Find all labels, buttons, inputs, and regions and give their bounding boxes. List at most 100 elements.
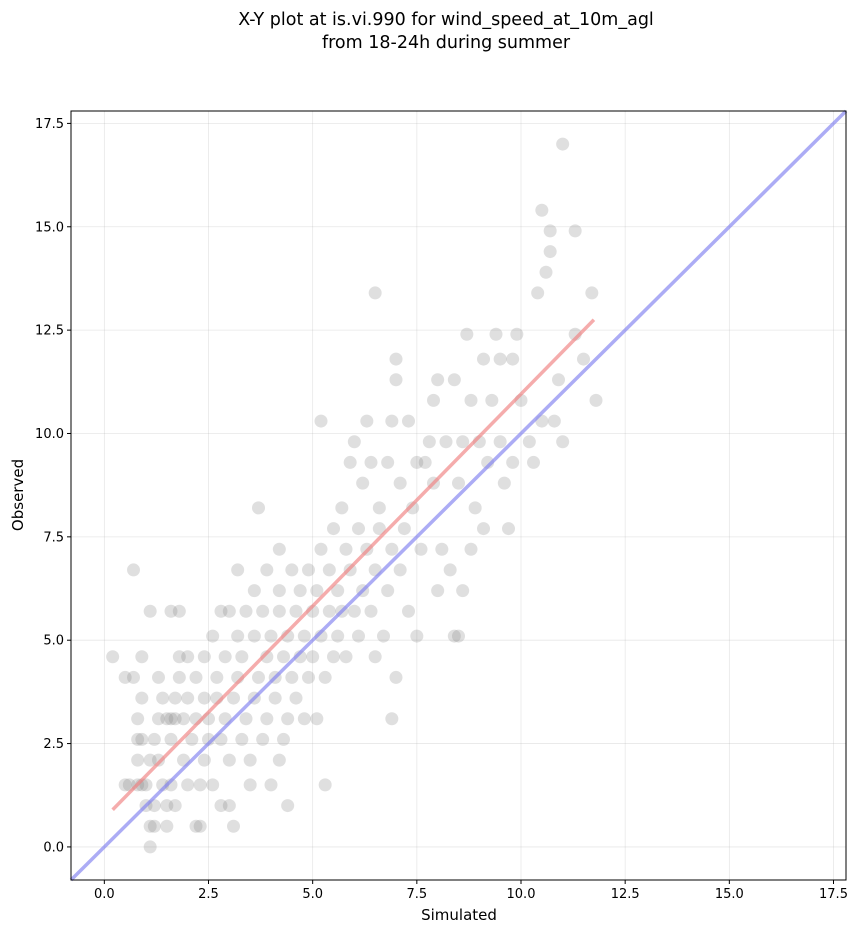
data-point — [156, 691, 170, 705]
data-point — [431, 584, 445, 598]
data-point — [477, 352, 490, 366]
data-point — [414, 542, 428, 556]
data-point — [185, 732, 199, 746]
data-point — [452, 629, 465, 643]
data-point — [181, 778, 195, 792]
x-tick-label: 7.5 — [406, 887, 427, 902]
data-point — [493, 435, 507, 449]
data-point — [293, 584, 307, 598]
data-point — [402, 604, 415, 618]
data-point — [143, 840, 157, 854]
data-point — [127, 670, 140, 684]
data-point — [281, 799, 295, 813]
data-point — [527, 455, 540, 469]
data-point — [222, 799, 236, 813]
data-point — [164, 712, 178, 726]
data-point — [389, 373, 403, 387]
data-point — [152, 670, 165, 684]
data-point — [143, 604, 157, 618]
data-point — [197, 753, 211, 767]
data-point — [335, 501, 349, 515]
data-point — [143, 819, 157, 833]
data-point — [452, 476, 465, 490]
data-point — [339, 542, 353, 556]
data-point — [131, 753, 145, 767]
regression-line — [111, 318, 596, 811]
data-point — [464, 393, 478, 407]
data-point — [589, 393, 603, 407]
data-point — [302, 670, 315, 684]
data-point — [385, 542, 399, 556]
data-point — [164, 604, 178, 618]
data-point — [272, 584, 286, 598]
data-point — [352, 629, 365, 643]
data-point — [331, 584, 345, 598]
data-point — [231, 629, 245, 643]
data-point — [539, 265, 553, 279]
data-point — [168, 799, 182, 813]
one-to-one-line — [69, 109, 848, 882]
data-point — [547, 414, 561, 428]
data-point — [568, 224, 582, 238]
x-axis-ticks: 0.0 2.5 5.0 7.5 10.0 12.5 15.0 17.5 — [94, 880, 848, 902]
data-point — [160, 712, 174, 726]
data-point — [377, 629, 390, 643]
data-point — [181, 691, 195, 705]
data-point — [356, 476, 370, 490]
data-point — [510, 327, 524, 341]
data-point — [506, 352, 520, 366]
data-point — [506, 455, 520, 469]
x-tick-label: 0.0 — [94, 887, 115, 902]
data-point — [585, 286, 599, 300]
data-point — [535, 203, 549, 217]
data-point — [543, 224, 557, 238]
y-tick-label: 0.0 — [43, 840, 64, 855]
data-point — [493, 352, 507, 366]
data-point — [147, 819, 161, 833]
data-point — [318, 670, 332, 684]
data-point — [310, 712, 324, 726]
chart-title-line-2: from 18-24h during summer — [322, 33, 571, 53]
data-point — [331, 629, 345, 643]
data-point — [289, 691, 303, 705]
data-point — [418, 455, 432, 469]
data-point — [327, 522, 340, 536]
data-point — [306, 650, 320, 664]
data-point — [485, 393, 499, 407]
data-point — [447, 629, 461, 643]
y-axis-label: Observed — [9, 459, 27, 531]
data-point — [152, 712, 165, 726]
data-point — [552, 373, 565, 387]
data-point — [322, 563, 336, 577]
data-point — [227, 819, 240, 833]
data-point — [410, 455, 424, 469]
data-point — [260, 712, 274, 726]
data-point — [118, 670, 132, 684]
data-point — [239, 604, 253, 618]
data-point — [210, 670, 224, 684]
data-point — [272, 753, 286, 767]
data-point — [247, 584, 261, 598]
data-point — [522, 435, 536, 449]
data-point — [460, 327, 474, 341]
data-point — [168, 691, 182, 705]
data-point — [189, 819, 203, 833]
data-point — [243, 778, 257, 792]
data-point — [256, 604, 270, 618]
data-point — [214, 799, 228, 813]
data-point — [372, 501, 386, 515]
data-point — [222, 753, 236, 767]
data-point — [285, 670, 299, 684]
data-point — [277, 732, 290, 746]
x-tick-label: 17.5 — [819, 887, 848, 902]
data-point — [160, 799, 174, 813]
data-point — [456, 584, 470, 598]
data-point — [397, 522, 411, 536]
data-point — [381, 455, 395, 469]
data-point — [235, 650, 249, 664]
data-point — [381, 584, 395, 598]
x-tick-label: 5.0 — [302, 887, 323, 902]
x-axis-label: Simulated — [421, 906, 497, 924]
data-point — [272, 542, 286, 556]
data-point — [281, 712, 295, 726]
